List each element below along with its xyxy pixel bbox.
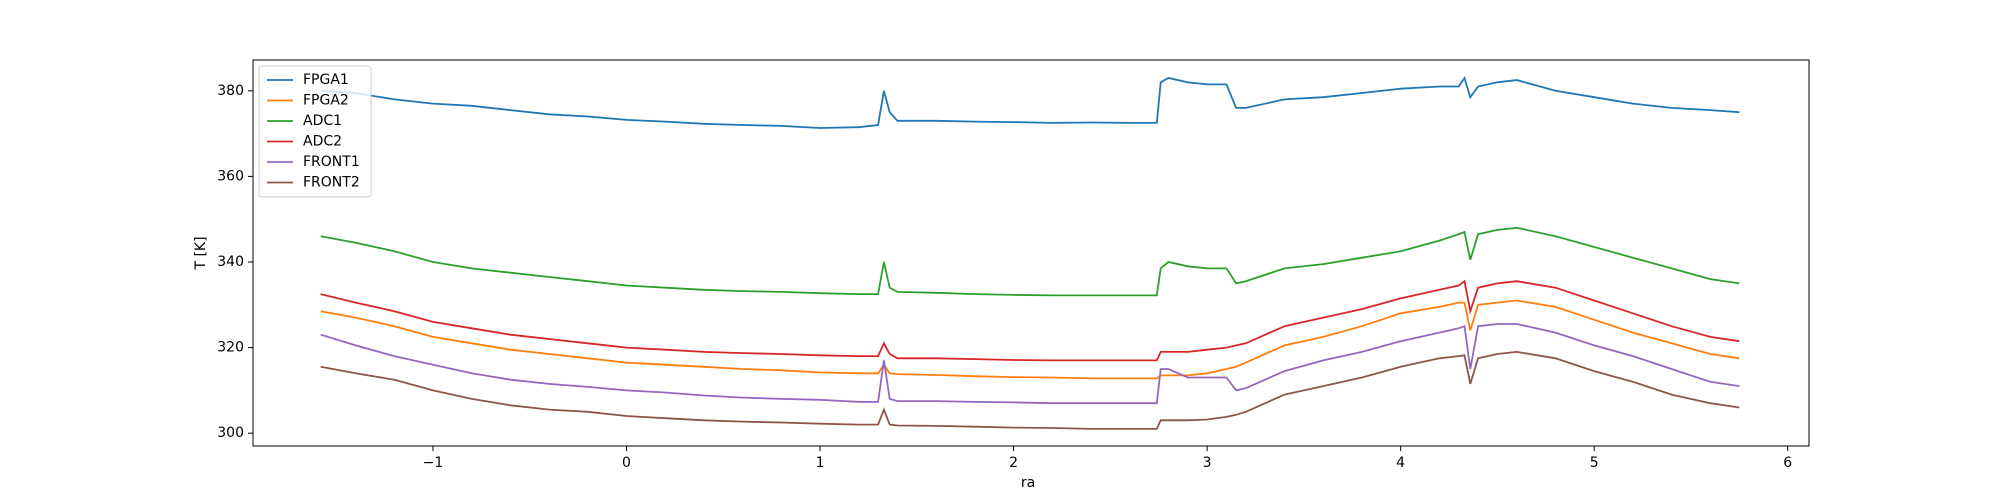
- y-tick-label: 320: [217, 340, 244, 356]
- x-tick-label: 3: [1203, 455, 1212, 471]
- plot-frame: [252, 59, 1810, 447]
- y-tick-label: 380: [217, 83, 244, 99]
- y-tick-label: 300: [217, 425, 244, 441]
- legend-label: ADC1: [303, 113, 342, 129]
- legend-label: FRONT2: [303, 175, 360, 191]
- data-line: [320, 299, 1740, 380]
- x-tick-label: 6: [1783, 455, 1792, 471]
- y-tick-label: 340: [217, 254, 244, 270]
- data-line: [320, 226, 1740, 297]
- legend-label: FRONT1: [303, 154, 360, 170]
- x-tick-label: 2: [1009, 455, 1018, 471]
- y-tick-label: 360: [217, 168, 244, 184]
- x-tick-label: −1: [423, 455, 444, 471]
- data-line: [320, 75, 1740, 129]
- x-tick-label: 5: [1590, 455, 1599, 471]
- x-tick-label: 1: [816, 455, 825, 471]
- x-tick-label: 0: [622, 455, 631, 471]
- data-line: [320, 279, 1740, 362]
- legend-label: FPGA1: [303, 72, 349, 88]
- legend-label: FPGA2: [303, 93, 349, 109]
- legend-box: [258, 65, 372, 198]
- y-axis-label: T [K]: [193, 236, 209, 270]
- data-line: [320, 323, 1740, 405]
- x-axis-label: ra: [1021, 475, 1035, 491]
- x-tick-label: 4: [1396, 455, 1405, 471]
- data-line: [320, 350, 1740, 430]
- legend-label: ADC2: [303, 134, 342, 150]
